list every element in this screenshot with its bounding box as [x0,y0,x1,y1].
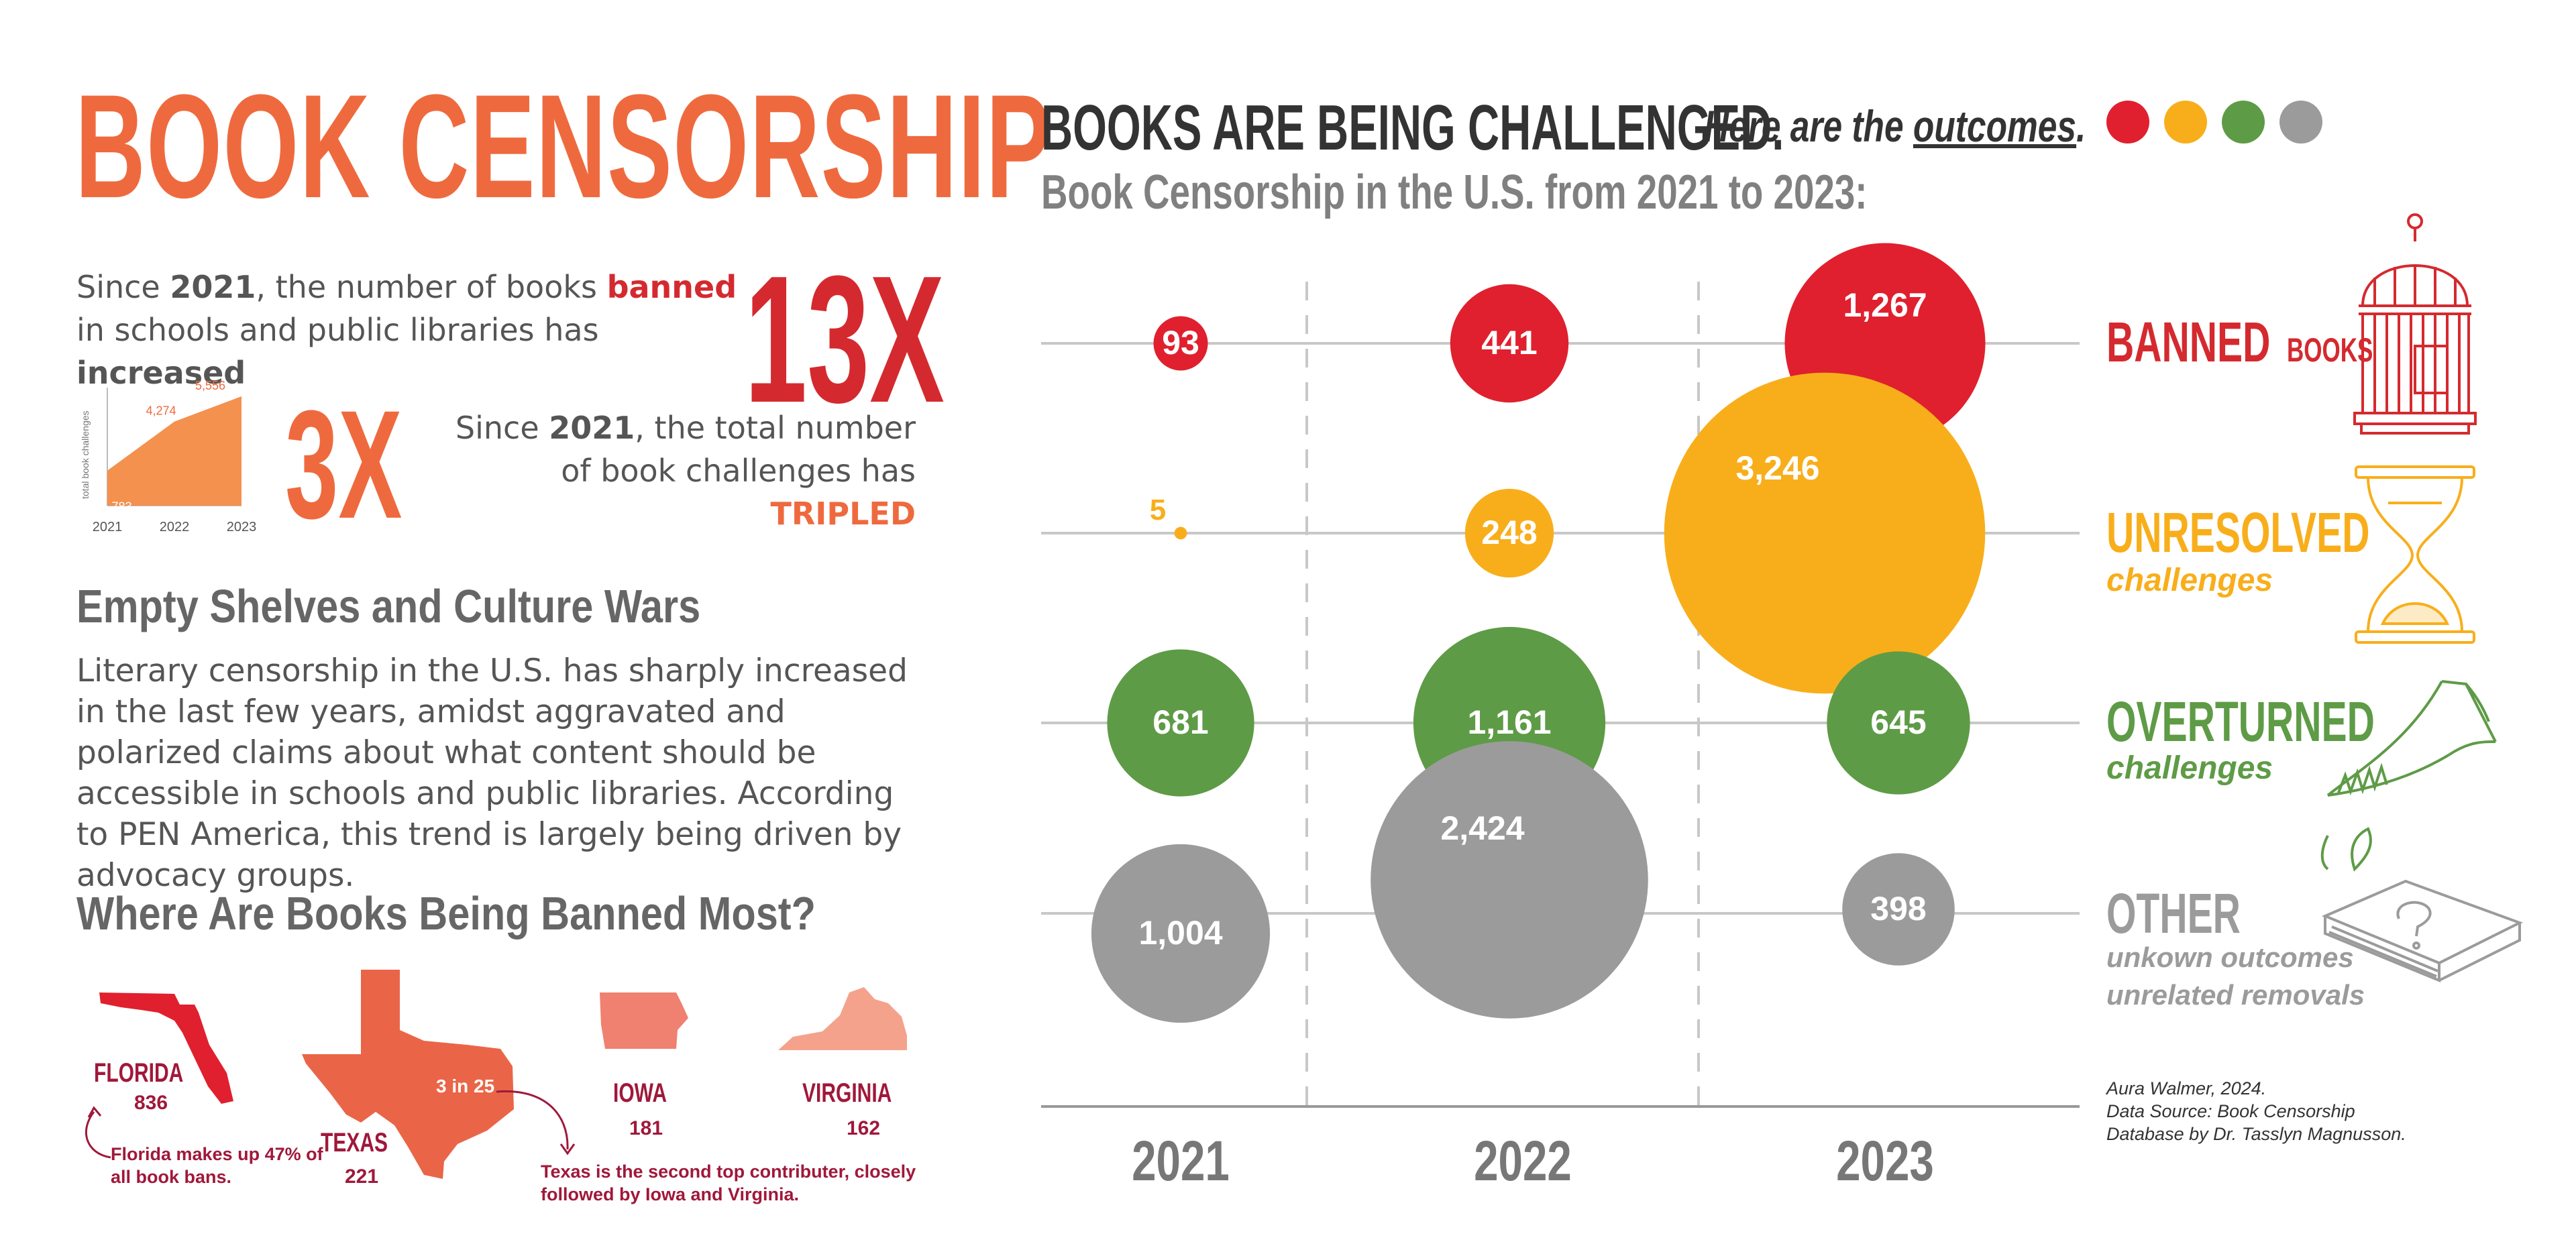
bubble-value-label: 398 [1870,890,1926,927]
year-axis-label: 2021 [1132,1129,1230,1192]
bubble-banned-2022 [1450,284,1569,403]
question-book-icon [2321,879,2524,982]
mini-tick-label: 2023 [227,520,257,534]
body-empty-shelves: Literary censorship in the U.S. has shar… [76,652,908,894]
category-unresolved-sub: challenges [2106,563,2273,598]
category-title: BANNED [2106,310,2271,374]
year-axis-label: 2023 [1836,1129,1934,1192]
mini-area-chart: 1,783 4,274 5,556 2021 2022 2023 total book ch… [80,379,257,534]
intro-keyword-banned: banned [606,269,737,305]
mini-value-label: 5,556 [195,379,225,392]
category-other-title: OTHER [2106,882,2241,945]
credit-line: Data Source: Book Censorship [2106,1101,2355,1121]
state-count-florida: 836 [134,1092,168,1114]
category-title-small: BOOKS [2287,331,2373,369]
mini-value-label: 1,783 [101,500,131,514]
bubble-overturned-2021 [1107,649,1254,797]
texas-inner-label: 3 in 25 [436,1076,495,1096]
header-sub-text: . [2076,101,2086,151]
bubble-unresolved-2023 [1664,372,1986,694]
heading-where-banned: Where Are Books Being Banned Most? [76,887,816,940]
state-label-texas: TEXAS [321,1128,388,1157]
bubble-other-2023 [1842,853,1955,966]
mini-tick-label: 2021 [93,520,123,534]
bubble-other-2022 [1371,741,1648,1019]
category-other-sub: unkown outcomes [2106,942,2354,973]
bubble-unresolved-2021 [1174,526,1187,540]
year-axis-label: 2022 [1474,1129,1572,1192]
iowa-map-icon [600,992,688,1049]
bubble-value-label: 93 [1162,324,1199,361]
intro-challenges-text: Since 2021, the total number of book cha… [436,406,916,535]
intro-banned-text: Since 2021, the number of books banned i… [76,266,761,394]
bubble-value-label: 5 [1150,494,1166,526]
state-count-texas: 221 [345,1166,379,1188]
bubble-value-label: 681 [1152,703,1208,741]
intro-text: , the number of books [256,269,607,305]
bubble-other-2021 [1091,844,1271,1023]
mini-y-label: total book challenges [80,410,91,499]
bubble-value-label: 2,424 [1440,809,1524,847]
texas-map-icon [302,970,514,1179]
florida-map-icon [99,992,233,1104]
header-sub-text: Here are the [1704,101,1913,151]
credit-line: Database by Dr. Tasslyn Magnusson. [2106,1124,2406,1144]
texas-note: Texas is the second top contributer, clo… [541,1161,916,1204]
hourglass-icon [2355,465,2475,644]
multiplier-13x: 13X [745,239,945,441]
legend-dot-yellow [2164,101,2207,144]
intro-text: Since [455,410,549,446]
header-sub-outcomes: outcomes [1913,101,2077,151]
bubble-value-label: 3,246 [1735,449,1819,487]
bubble-value-label: 1,004 [1138,914,1222,952]
intro-text: , the total number of book challenges ha… [561,410,916,489]
mini-tick-label: 2022 [160,520,190,534]
state-label-florida: FLORIDA [94,1058,184,1088]
main-title: BOOK CENSORSHIP [75,64,1052,229]
florida-note: Florida makes up 47% of all book bans. [111,1144,323,1187]
bubble-overturned-2023 [1827,651,1970,795]
intro-year: 2021 [549,410,635,446]
intro-text: Since [76,269,170,305]
bubble-value-label: 1,267 [1843,286,1927,324]
bubble-value-label: 248 [1481,514,1537,551]
chart-subtitle: Book Censorship in the U.S. from 2021 to… [1041,166,1868,219]
legend-dot-green [2222,101,2265,144]
credit-block: Aura Walmer, 2024. Data Source: Book Cen… [2106,1077,2406,1145]
state-label-iowa: IOWA [613,1078,667,1108]
category-overturned-title: OVERTURNED [2106,690,2375,753]
mini-value-label: 4,274 [146,404,176,418]
category-other-sub2: unrelated removals [2106,979,2365,1011]
state-count-iowa: 181 [629,1117,663,1139]
multiplier-3x: 3X [285,378,402,551]
birdcage-icon [2353,213,2477,435]
category-overturned-sub: challenges [2106,750,2273,786]
bubble-banned-2021 [1153,316,1208,371]
intro-text: in schools and public libraries has [76,312,599,348]
mini-area [107,396,241,506]
chart-header-title: BOOKS ARE BEING CHALLENGED. [1041,92,1784,164]
texas-arrow-icon [496,1090,576,1155]
legend-dot-gray [2279,101,2322,144]
state-label-virginia: VIRGINIA [802,1078,892,1108]
category-banned-title: BANNED BOOKS [2106,310,2410,375]
open-book-icon [2320,680,2497,872]
credit-line: Aura Walmer, 2024. [2106,1078,2267,1098]
intro-keyword-tripled: TRIPLED [770,496,916,532]
bubble-value-label: 441 [1481,324,1537,361]
bubble-unresolved-2022 [1464,488,1554,578]
florida-arrow-icon [85,1106,111,1159]
bubble-value-label: 1,161 [1467,703,1551,741]
chart-header-subtitle: Here are the outcomes. [1704,101,2194,152]
state-count-virginia: 162 [847,1117,881,1139]
virginia-map-icon [778,987,907,1050]
intro-year: 2021 [170,269,256,305]
legend-dot-red [2106,101,2149,144]
bubble-value-label: 645 [1870,703,1926,741]
category-unresolved-title: UNRESOLVED [2106,501,2370,564]
intro-keyword-increased: increased [76,355,246,391]
heading-empty-shelves: Empty Shelves and Culture Wars [76,580,701,632]
